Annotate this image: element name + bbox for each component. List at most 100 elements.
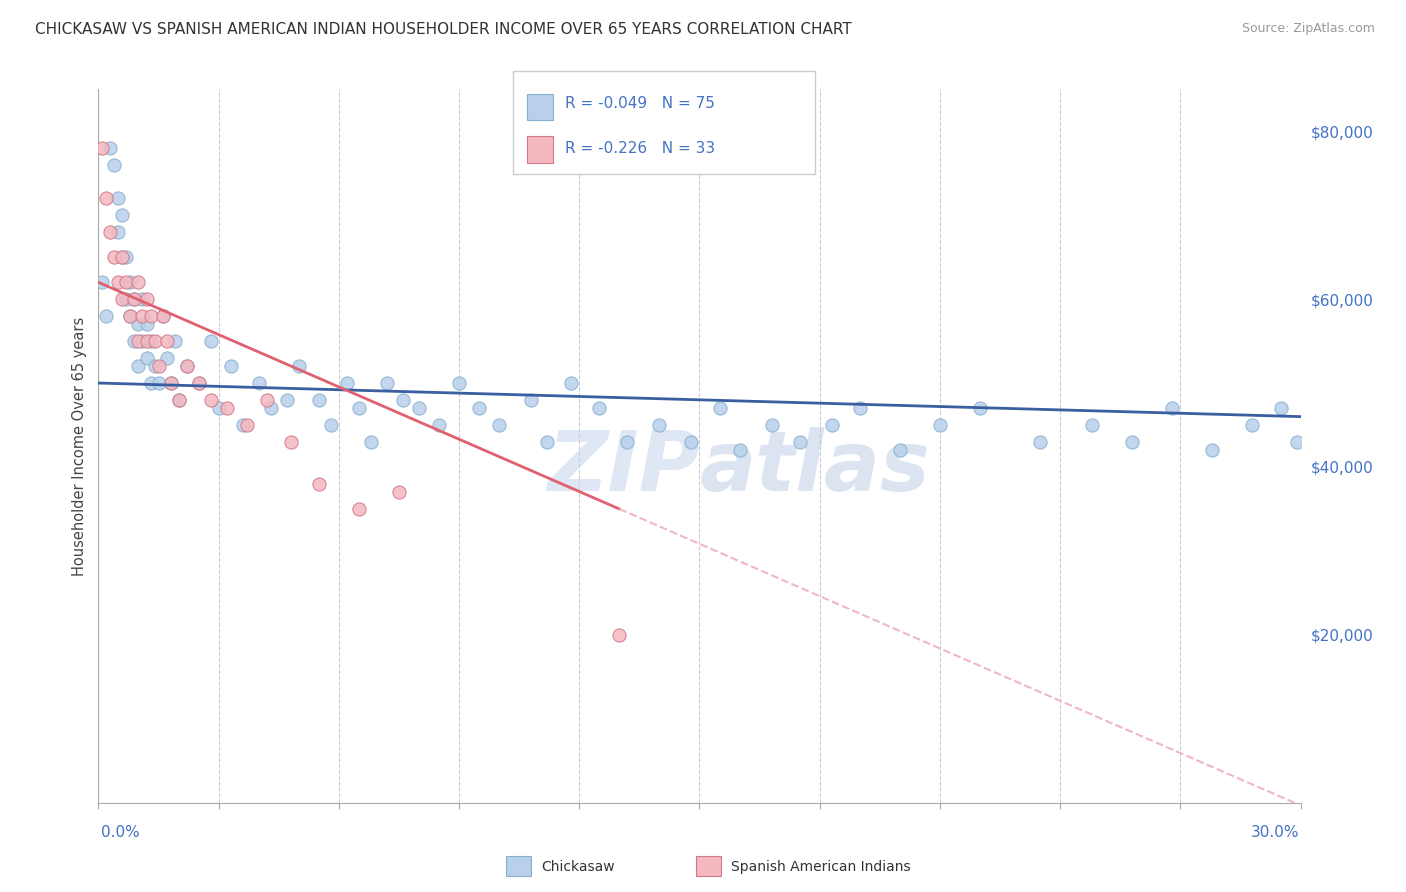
Point [200, 334, 222, 348]
Point [929, 417, 952, 432]
Point [159, 376, 181, 390]
Point [235, 417, 257, 432]
Point [447, 376, 470, 390]
Point [103, 158, 125, 172]
Point [347, 401, 370, 416]
Point [91, 141, 114, 155]
Point [131, 292, 153, 306]
Point [139, 334, 162, 348]
Point [308, 476, 330, 491]
Point [135, 351, 157, 365]
Point [1081, 417, 1104, 432]
Point [115, 292, 138, 306]
Point [155, 334, 177, 348]
Point [131, 309, 153, 323]
Point [135, 334, 157, 348]
Point [232, 417, 254, 432]
Point [728, 443, 751, 458]
Point [821, 417, 844, 432]
Point [159, 376, 181, 390]
Point [375, 376, 398, 390]
Point [152, 309, 174, 323]
Text: 30.0%: 30.0% [1251, 825, 1299, 839]
Point [280, 434, 302, 449]
Point [120, 309, 142, 323]
Point [187, 376, 209, 390]
Point [256, 392, 278, 407]
Point [111, 292, 134, 306]
Y-axis label: Householder Income Over 65 years: Householder Income Over 65 years [72, 317, 87, 575]
Point [124, 334, 146, 348]
Point [709, 401, 731, 416]
Point [488, 417, 510, 432]
Point [347, 502, 370, 516]
Point [128, 318, 150, 332]
Point [761, 417, 783, 432]
Point [96, 309, 118, 323]
Point [111, 250, 134, 264]
Point [200, 392, 222, 407]
Point [1029, 434, 1052, 449]
Point [1270, 401, 1292, 416]
Point [276, 392, 298, 407]
Point [247, 376, 270, 390]
Point [889, 443, 911, 458]
Point [163, 334, 186, 348]
Point [167, 392, 190, 407]
Point [148, 359, 170, 374]
Point [215, 401, 238, 416]
Point [115, 275, 138, 289]
Point [319, 417, 342, 432]
Text: Spanish American Indians: Spanish American Indians [731, 860, 911, 874]
Point [100, 225, 122, 239]
Point [187, 376, 209, 390]
Point [155, 351, 177, 365]
Point [260, 401, 283, 416]
Point [360, 434, 382, 449]
Point [1201, 443, 1223, 458]
Point [388, 485, 411, 500]
Text: Chickasaw: Chickasaw [541, 860, 614, 874]
Point [120, 309, 142, 323]
Point [103, 250, 125, 264]
Text: ZIP: ZIP [547, 427, 700, 508]
Point [128, 359, 150, 374]
Point [681, 434, 703, 449]
Point [288, 359, 311, 374]
Point [107, 225, 129, 239]
Point [588, 401, 610, 416]
Point [1161, 401, 1184, 416]
Point [1285, 434, 1308, 449]
Text: Source: ZipAtlas.com: Source: ZipAtlas.com [1241, 22, 1375, 36]
Point [100, 141, 122, 155]
Point [128, 275, 150, 289]
Text: 0.0%: 0.0% [101, 825, 141, 839]
Point [139, 376, 162, 390]
Point [124, 292, 146, 306]
Point [536, 434, 558, 449]
Point [219, 359, 242, 374]
Point [648, 417, 671, 432]
Point [120, 275, 142, 289]
Point [208, 401, 231, 416]
Point [789, 434, 811, 449]
Point [308, 392, 330, 407]
Point [128, 334, 150, 348]
Point [135, 292, 157, 306]
Point [115, 250, 138, 264]
Point [969, 401, 991, 416]
Point [609, 628, 631, 642]
Point [1121, 434, 1143, 449]
Point [167, 392, 190, 407]
Point [91, 275, 114, 289]
Point [176, 359, 198, 374]
Point [336, 376, 359, 390]
Point [392, 392, 415, 407]
Point [1241, 417, 1264, 432]
Point [143, 359, 166, 374]
Point [124, 292, 146, 306]
Point [468, 401, 491, 416]
Point [111, 250, 134, 264]
Text: atlas: atlas [700, 427, 931, 508]
Point [135, 318, 157, 332]
